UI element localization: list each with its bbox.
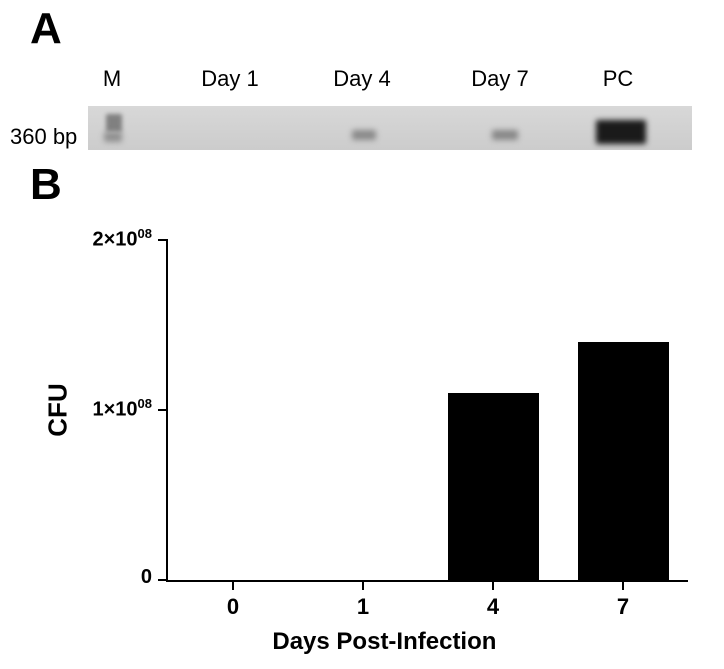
- x-tick-label: 4: [487, 594, 499, 620]
- x-tick: [362, 580, 364, 590]
- x-tick-label: 1: [357, 594, 369, 620]
- y-tick: [158, 409, 168, 411]
- x-tick-label: 0: [227, 594, 239, 620]
- y-tick-label: 2×1008: [92, 226, 152, 252]
- x-tick: [232, 580, 234, 590]
- bar: [578, 342, 669, 580]
- y-tick-label: 0: [141, 566, 152, 589]
- x-tick-label: 7: [617, 594, 629, 620]
- bar: [448, 393, 539, 580]
- x-tick: [492, 580, 494, 590]
- y-tick-label: 1×1008: [92, 396, 152, 422]
- y-tick: [158, 579, 168, 581]
- y-axis-title: CFU: [43, 383, 74, 436]
- bar-chart: 0 1×1008 2×1008 CFU 0 1 4 7 Days Post-Infection: [0, 0, 724, 669]
- y-tick: [158, 239, 168, 241]
- x-axis-title: Days Post-Infection: [272, 628, 496, 656]
- x-tick: [622, 580, 624, 590]
- x-axis: [166, 580, 688, 582]
